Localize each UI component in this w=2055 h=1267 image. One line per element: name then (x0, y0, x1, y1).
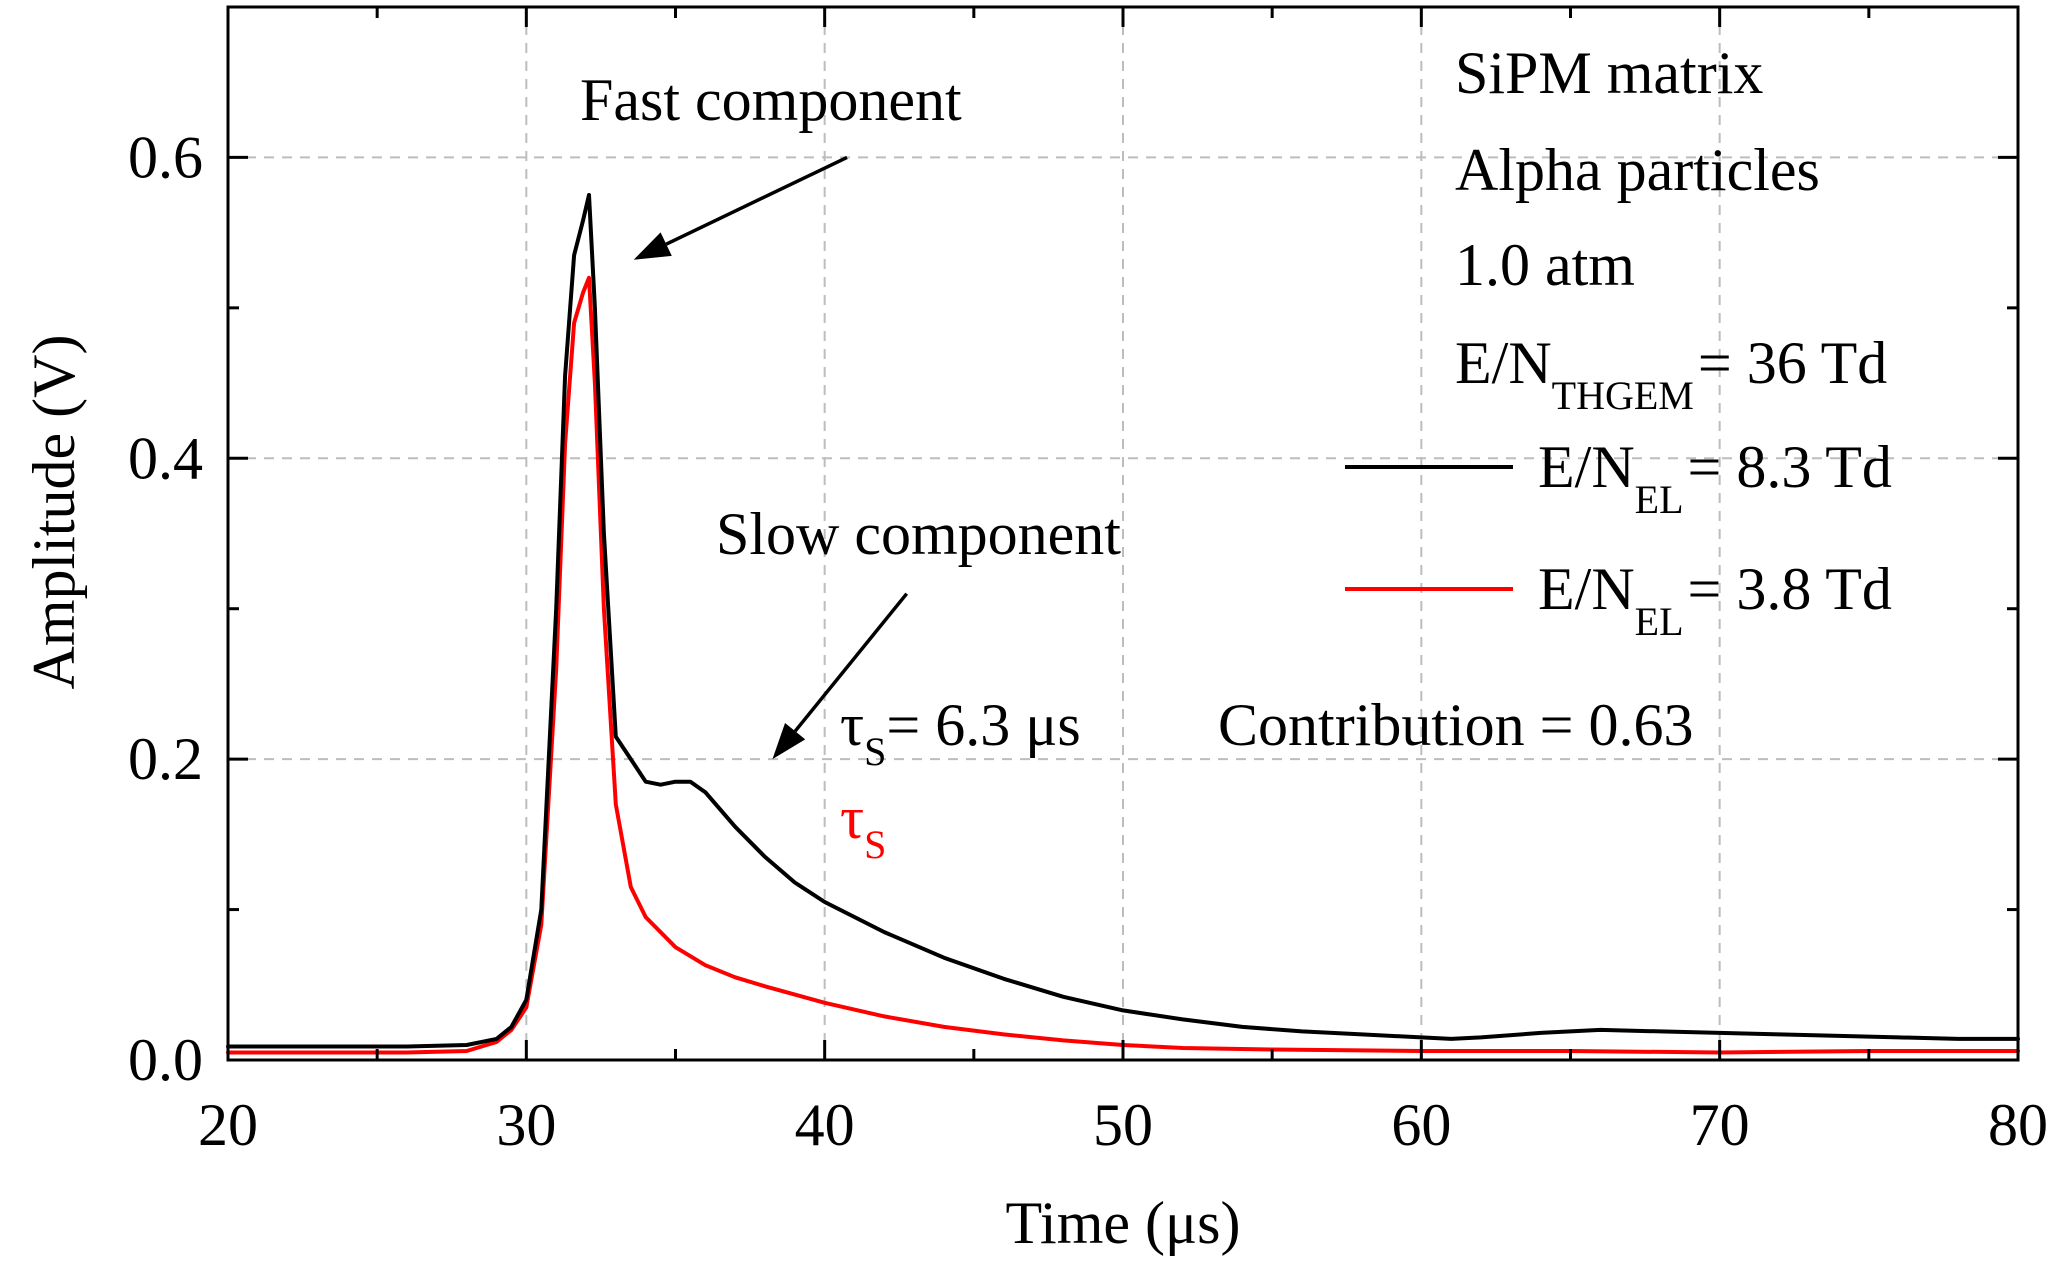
tau-subscript-red: S (864, 822, 886, 867)
tau-symbol-black: τ (840, 692, 864, 758)
axis-tick-labels: 20 30 40 50 60 70 80 0.0 0.2 0.4 0.6 (128, 124, 2048, 1158)
info-block: SiPM matrix Alpha particles 1.0 atm E/NT… (1455, 40, 1887, 418)
y-axis-label: Amplitude (V) (21, 335, 87, 690)
legend: E/NEL= 8.3 Td E/NEL= 3.8 Td (1345, 434, 1892, 644)
x-tick-label: 50 (1093, 1092, 1153, 1158)
y-tick-label: 0.0 (128, 1027, 203, 1093)
info-field-prefix: E/N (1455, 330, 1552, 396)
x-tick-label: 40 (795, 1092, 855, 1158)
info-field-suffix: = 36 Td (1698, 330, 1887, 396)
x-tick-label: 20 (198, 1092, 258, 1158)
tau-label-red: τS (840, 785, 886, 867)
y-tick-label: 0.6 (128, 124, 203, 190)
tau-label-black: τS= 6.3 μs (840, 692, 1081, 774)
contribution-label-black: Contribution = 0.63 (1218, 692, 1694, 758)
fast-component-arrowhead (633, 232, 672, 260)
legend-label-black: E/NEL= 8.3 Td (1538, 434, 1892, 522)
info-line-2: Alpha particles (1455, 137, 1820, 203)
legend-label-red-subscript: EL (1635, 599, 1684, 644)
info-field-thgem: E/NTHGEM= 36 Td (1455, 330, 1887, 418)
tau-value-black: = 6.3 μs (886, 692, 1080, 758)
info-field-subscript: THGEM (1552, 373, 1694, 418)
slow-component-arrow (793, 592, 909, 733)
fast-component-arrow (665, 155, 848, 246)
legend-label-red: E/NEL= 3.8 Td (1538, 556, 1892, 644)
legend-label-black-suffix: = 8.3 Td (1688, 434, 1892, 500)
fast-component-label: Fast component (580, 67, 962, 133)
x-tick-label: 60 (1391, 1092, 1451, 1158)
tau-symbol-red: τ (840, 785, 864, 851)
y-tick-label: 0.2 (128, 726, 203, 792)
annotations: Fast component Slow component τS= 6.3 μs… (580, 67, 1694, 867)
x-axis-label: Time (μs) (1006, 1190, 1241, 1256)
y-tick-label: 0.4 (128, 425, 203, 491)
slow-component-label: Slow component (716, 501, 1121, 567)
legend-label-red-prefix: E/N (1538, 556, 1635, 622)
x-tick-label: 70 (1690, 1092, 1750, 1158)
info-line-1: SiPM matrix (1455, 40, 1763, 106)
x-tick-label: 30 (496, 1092, 556, 1158)
legend-label-black-subscript: EL (1635, 477, 1684, 522)
info-line-3: 1.0 atm (1455, 232, 1635, 298)
legend-label-red-suffix: = 3.8 Td (1688, 556, 1892, 622)
series-line-red (226, 275, 2020, 1055)
series-lines (226, 193, 2020, 1055)
x-tick-label: 80 (1988, 1092, 2048, 1158)
tau-subscript-black: S (864, 729, 886, 774)
grid (228, 7, 2018, 1060)
axis-ticks (226, 7, 2020, 1062)
slow-component-arrowhead (772, 722, 806, 760)
legend-label-black-prefix: E/N (1538, 434, 1635, 500)
series-line-black (226, 193, 2020, 1049)
